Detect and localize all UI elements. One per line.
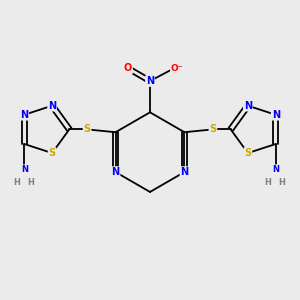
Text: N: N: [272, 110, 280, 120]
Text: N: N: [180, 167, 188, 177]
Text: O: O: [124, 63, 132, 73]
Text: S: S: [244, 148, 251, 158]
Text: N: N: [146, 76, 154, 86]
Text: N: N: [112, 167, 120, 177]
Text: H: H: [13, 178, 20, 187]
Text: N: N: [244, 101, 252, 111]
Text: S: S: [209, 124, 217, 134]
Text: H: H: [27, 178, 34, 187]
Text: N: N: [272, 165, 279, 174]
Text: H: H: [265, 178, 271, 187]
Text: S: S: [83, 124, 91, 134]
Text: N: N: [21, 165, 28, 174]
Text: O⁻: O⁻: [171, 64, 183, 73]
Text: S: S: [49, 148, 56, 158]
Text: N: N: [20, 110, 28, 120]
Text: H: H: [279, 178, 286, 187]
Text: N: N: [48, 101, 56, 111]
